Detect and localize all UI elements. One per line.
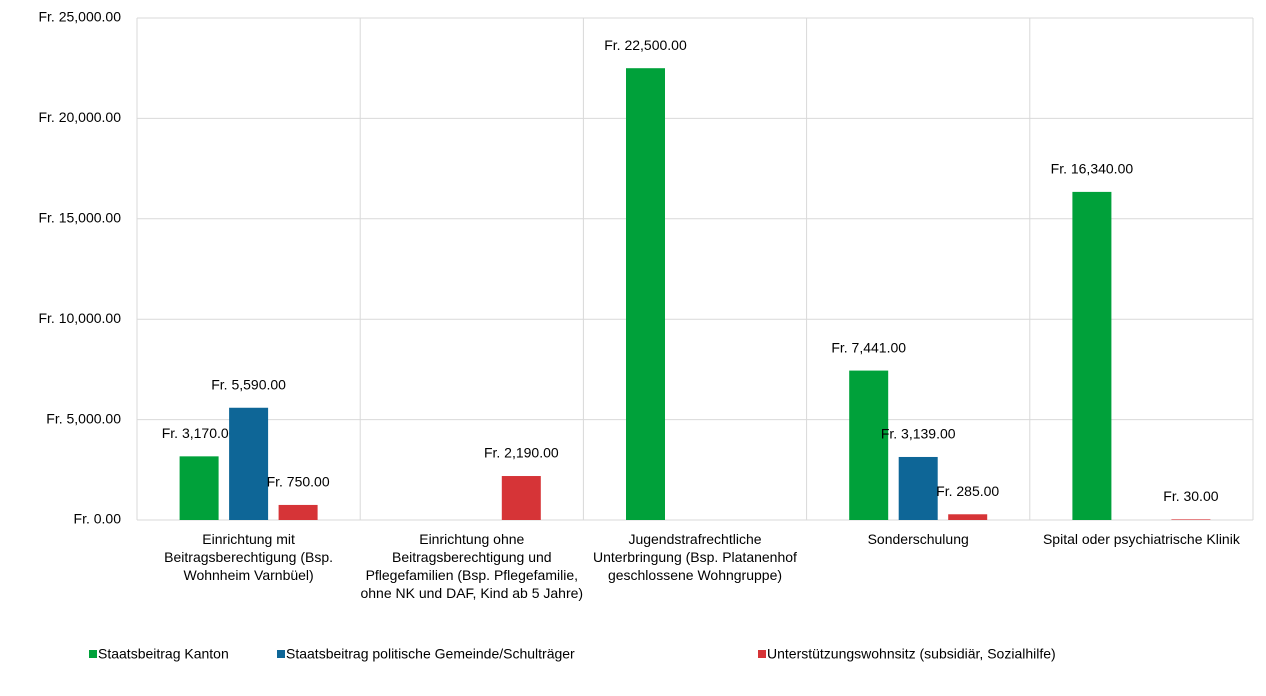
x-tick-label: Einrichtung mit Beitragsberechtigung (Bs… [164, 531, 334, 583]
y-tick-label: Fr. 0.00 [74, 511, 122, 527]
data-label: Fr. 5,590.00 [211, 376, 286, 392]
x-tick-label-box: Einrichtung mit Beitragsberechtigung (Bs… [164, 531, 334, 583]
bar [898, 456, 938, 520]
x-tick-label-box: Sonderschulung [867, 531, 969, 547]
x-tick-label-box: Spital oder psychiatrische Klinik [1042, 531, 1240, 547]
x-tick-label: Jugendstrafrechtliche Unterbringung (Bsp… [593, 531, 797, 583]
legend-label: Unterstützungswohnsitz (subsidiär, Sozia… [767, 646, 1056, 662]
x-tick-label: Sonderschulung [867, 531, 969, 547]
data-label: Fr. 7,441.00 [831, 339, 906, 355]
x-tick-label-box: Jugendstrafrechtliche Unterbringung (Bsp… [593, 531, 797, 583]
data-label: Fr. 16,340.00 [1051, 161, 1134, 177]
bar [229, 407, 269, 520]
y-tick-label: Fr. 20,000.00 [38, 109, 121, 125]
x-tick-label-box: Einrichtung ohne Beitragsberechtigung un… [360, 531, 584, 601]
data-label: Fr. 3,170.00 [162, 425, 237, 441]
data-label: Fr. 22,500.00 [604, 37, 687, 53]
x-tick-label: Einrichtung ohne Beitragsberechtigung un… [360, 531, 584, 601]
bar [849, 370, 889, 520]
legend-swatch [758, 650, 766, 658]
data-label: Fr. 750.00 [267, 474, 330, 490]
bar [1171, 519, 1211, 520]
bar [179, 456, 219, 520]
data-label: Fr. 2,190.00 [484, 445, 559, 461]
data-label: Fr. 285.00 [936, 483, 999, 499]
bar [501, 476, 541, 520]
y-tick-label: Fr. 25,000.00 [38, 9, 121, 25]
bar [1072, 191, 1112, 520]
legend-swatch [89, 650, 97, 658]
data-label: Fr. 3,139.00 [881, 426, 956, 442]
legend-label: Staatsbeitrag politische Gemeinde/Schult… [286, 646, 575, 662]
bar [278, 504, 318, 520]
data-label: Fr. 30.00 [1163, 488, 1218, 504]
bar [948, 514, 988, 520]
y-tick-label: Fr. 10,000.00 [38, 310, 121, 326]
legend-swatch [277, 650, 285, 658]
y-tick-label: Fr. 5,000.00 [46, 410, 121, 426]
x-tick-label: Spital oder psychiatrische Klinik [1042, 531, 1240, 547]
bar [626, 68, 665, 520]
y-tick-label: Fr. 15,000.00 [38, 210, 121, 226]
legend-label: Staatsbeitrag Kanton [98, 646, 229, 662]
